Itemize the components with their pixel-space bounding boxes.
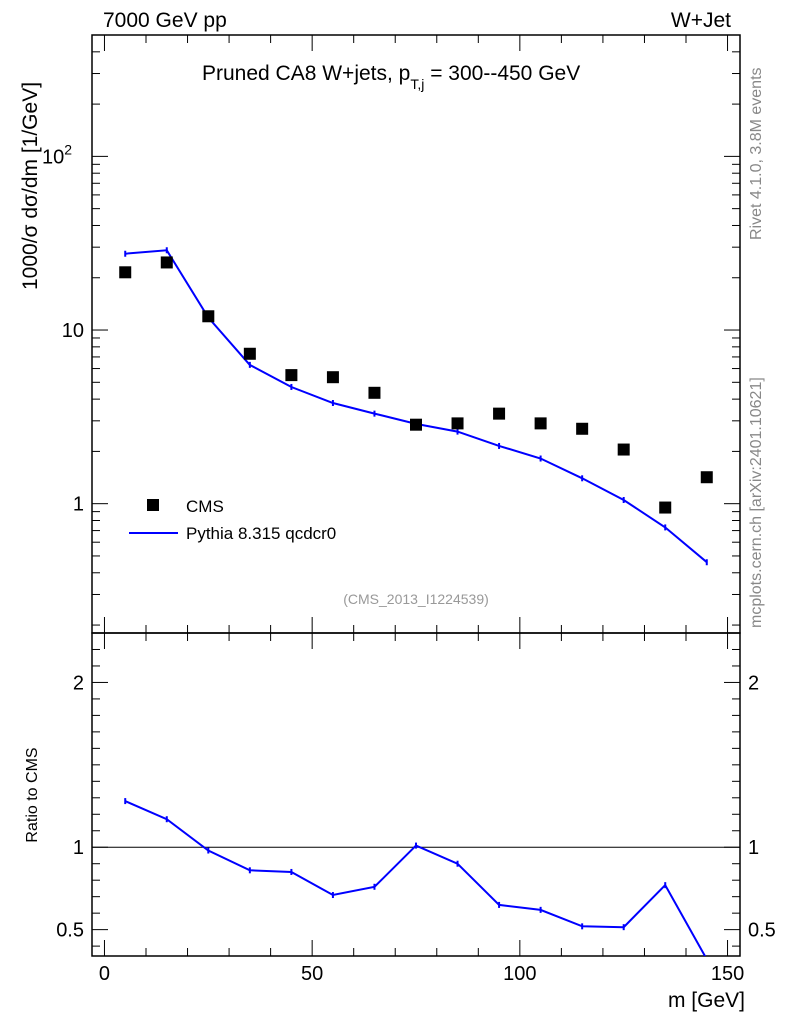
cms-data-point [285, 369, 298, 382]
cms-data-point [119, 266, 132, 279]
ratio-series-clipped [124, 798, 707, 956]
main-series-group [119, 247, 713, 566]
ratio-plot-frame [91, 632, 741, 957]
ratio-y-axis-label: Ratio to CMS [24, 747, 41, 842]
cms-data-point [368, 386, 381, 399]
main-y-tick-base: 10 [42, 146, 64, 168]
cms-data-point [659, 501, 672, 514]
ratio-axis-ticks: 0.5 0.5 1 1 2 2 0 50 100 150 [56, 632, 776, 985]
cms-data-point [160, 256, 173, 269]
main-plot-frame [91, 34, 741, 634]
ratio-y-tick-label-left: 2 [73, 672, 84, 694]
ratio-y-tick-label-right: 0.5 [748, 920, 776, 942]
cms-data-point [617, 443, 630, 456]
ratio-y-tick-label-right: 1 [748, 837, 759, 859]
mcplots-info-label: mcplots.cern.ch [arXiv:2401.10621] [748, 377, 765, 628]
title-main-text: Pruned CA8 W+jets, p [202, 62, 410, 85]
rivet-info-label: Rivet 4.1.0, 3.8M events [748, 67, 765, 240]
ratio-series-group [124, 798, 707, 956]
cms-data-point [410, 418, 422, 431]
legend-cms-marker [147, 499, 159, 511]
ratio-y-tick-label-right: 2 [748, 672, 759, 694]
main-y-axis-label: 1000/σ dσ/dm [1/GeV] [19, 82, 42, 290]
title-subscript-text: T,j [410, 76, 424, 92]
cms-data-point [700, 471, 713, 484]
cms-data-point [243, 347, 256, 360]
x-axis-label: m [GeV] [668, 989, 745, 1012]
ratio-series-line [124, 800, 707, 956]
cms-data-point [493, 407, 506, 420]
main-y-tick-label: 102 [42, 141, 72, 168]
cms-data-point [202, 310, 215, 323]
analysis-watermark: (CMS_2013_I1224539) [343, 591, 489, 607]
ratio-y-tick-label-left: 1 [73, 837, 84, 859]
cms-data-point [451, 417, 464, 430]
cms-data-point [326, 371, 339, 384]
legend: CMS Pythia 8.315 qcdcr0 [129, 497, 336, 543]
x-tick-label: 100 [503, 963, 536, 985]
cms-data-point [576, 422, 589, 435]
x-tick-label: 50 [301, 963, 323, 985]
x-tick-label: 0 [99, 963, 110, 985]
ratio-y-tick-label-left: 0.5 [56, 920, 84, 942]
cms-data-point [534, 417, 547, 430]
x-tick-label: 150 [711, 963, 744, 985]
legend-cms-label: CMS [186, 497, 224, 516]
main-y-tick-label: 1 [73, 494, 84, 516]
title-rest-text: = 300--450 GeV [424, 62, 580, 85]
ratio-plot-panel: 0.5 0.5 1 1 2 2 0 50 100 150 Ratio to CMS m [GeV] [24, 632, 776, 1012]
main-plot-title: Pruned CA8 W+jets, pT,j = 300--450 GeV [202, 62, 580, 92]
main-y-tick-exponent: 2 [64, 141, 72, 157]
legend-pythia-label: Pythia 8.315 qcdcr0 [186, 524, 336, 543]
header-process-label: W+Jet [671, 9, 731, 32]
main-y-tick-label: 10 [62, 320, 84, 342]
header-energy-label: 7000 GeV pp [103, 9, 227, 32]
